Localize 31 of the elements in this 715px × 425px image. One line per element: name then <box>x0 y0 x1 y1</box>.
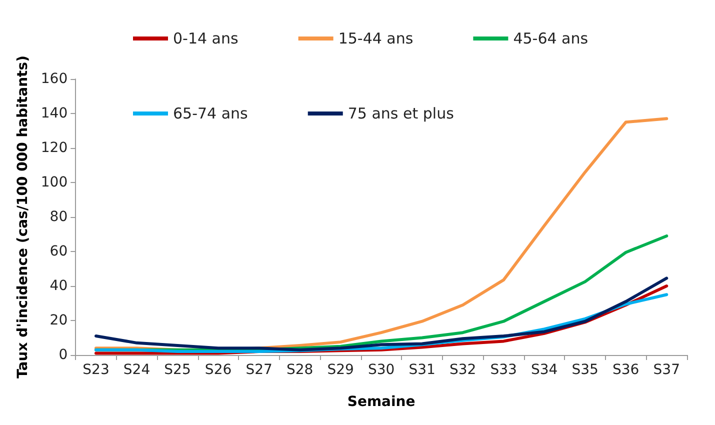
x-tick-label: S29 <box>327 362 354 378</box>
x-tick-label: S28 <box>286 362 314 378</box>
legend-label: 15-44 ans <box>338 30 414 48</box>
x-tick-label: S36 <box>612 362 640 378</box>
x-tick-label: S24 <box>123 362 150 378</box>
x-tick-label: S33 <box>490 362 517 378</box>
x-tick-label: S23 <box>82 362 110 378</box>
y-tick-label: 120 <box>40 140 68 156</box>
y-tick-label: 100 <box>40 174 68 190</box>
x-tick-label: S25 <box>164 362 191 378</box>
legend-label: 75 ans et plus <box>348 104 454 122</box>
x-tick-label: S31 <box>408 362 436 378</box>
y-tick-label: 160 <box>40 71 68 87</box>
x-tick-label: S30 <box>368 362 395 378</box>
y-tick-label: 0 <box>58 347 68 363</box>
x-tick-label: S37 <box>653 362 680 378</box>
x-axis-title: Semaine <box>347 394 416 410</box>
x-tick-label: S32 <box>449 362 476 378</box>
legend-label: 65-74 ans <box>173 104 248 122</box>
y-axis-title: Taux d'incidence (cas/100 000 habitants) <box>15 56 31 378</box>
x-tick-label: S27 <box>246 362 272 378</box>
y-tick-label: 140 <box>40 106 68 122</box>
legend-label: 0-14 ans <box>173 30 239 48</box>
y-tick-label: 80 <box>50 209 68 225</box>
x-tick-label: S35 <box>572 362 598 378</box>
y-tick-label: 20 <box>50 312 68 328</box>
y-tick-label: 60 <box>50 244 68 260</box>
legend-label: 45-64 ans <box>513 30 588 48</box>
x-tick-label: S26 <box>204 362 232 378</box>
y-tick-label: 40 <box>50 278 68 294</box>
x-tick-label: S34 <box>530 362 558 378</box>
